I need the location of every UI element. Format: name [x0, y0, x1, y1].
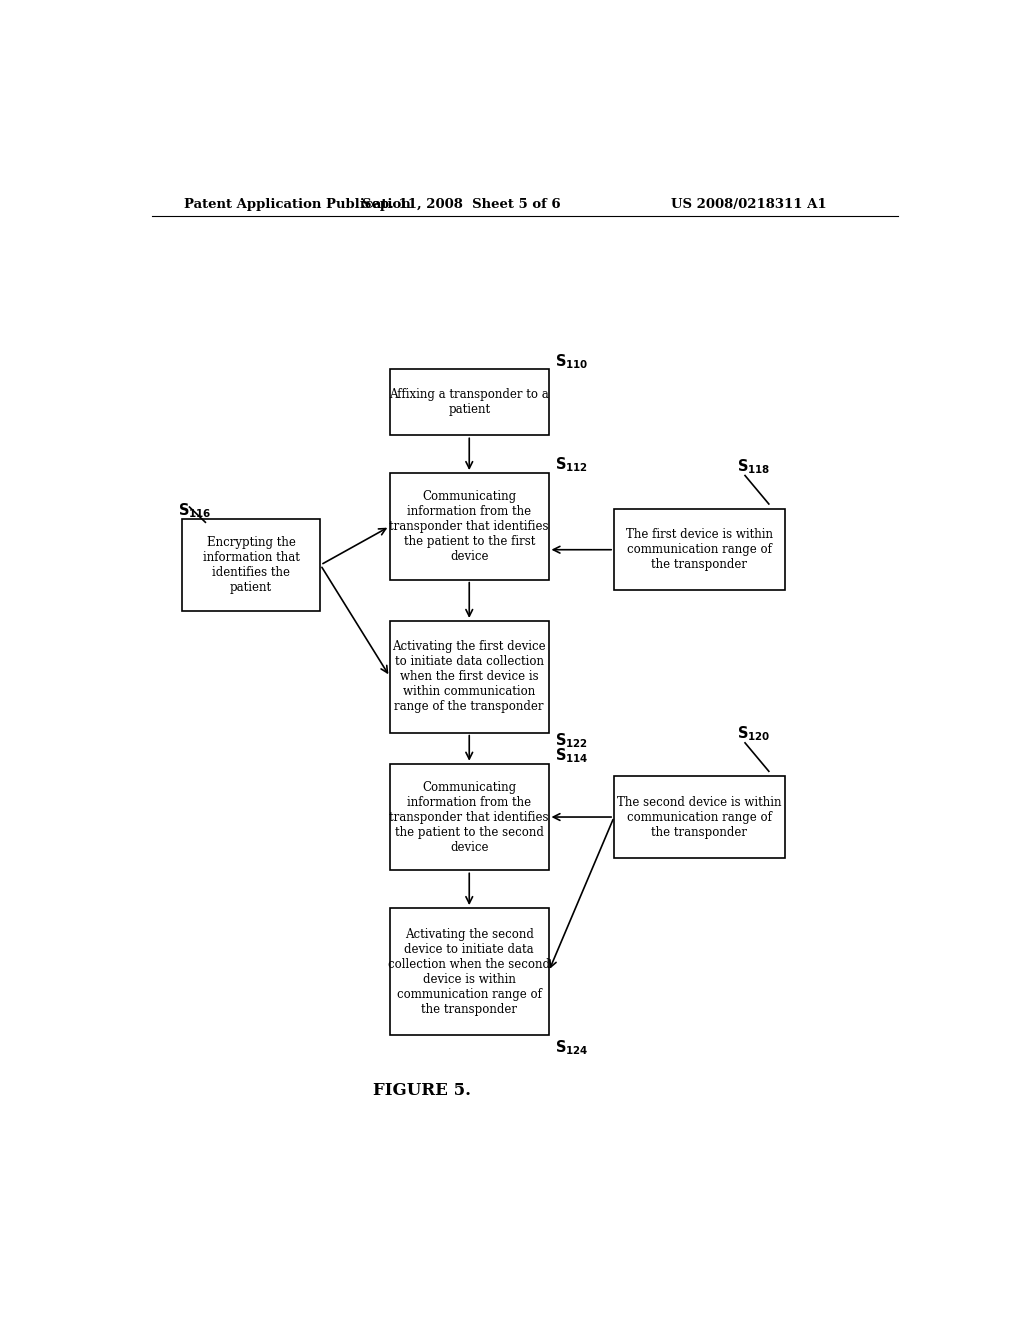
Text: $\mathbf{S_{112}}$: $\mathbf{S_{112}}$ — [555, 455, 588, 474]
Bar — [614, 776, 784, 858]
Text: $\mathbf{S_{110}}$: $\mathbf{S_{110}}$ — [555, 352, 589, 371]
Text: Communicating
information from the
transponder that identifies
the patient to th: Communicating information from the trans… — [389, 780, 549, 854]
Text: $\mathbf{S_{124}}$: $\mathbf{S_{124}}$ — [555, 1038, 589, 1056]
Text: Sep. 11, 2008  Sheet 5 of 6: Sep. 11, 2008 Sheet 5 of 6 — [362, 198, 560, 211]
Bar — [390, 620, 549, 733]
Text: Activating the second
device to initiate data
collection when the second
device : Activating the second device to initiate… — [388, 928, 550, 1015]
Text: The second device is within
communication range of
the transponder: The second device is within communicatio… — [617, 796, 781, 838]
Bar — [614, 510, 784, 590]
Text: Affixing a transponder to a
patient: Affixing a transponder to a patient — [389, 388, 549, 416]
Bar — [181, 519, 321, 611]
Text: US 2008/0218311 A1: US 2008/0218311 A1 — [671, 198, 826, 211]
Text: Encrypting the
information that
identifies the
patient: Encrypting the information that identifi… — [203, 536, 299, 594]
Text: $\mathbf{S_{118}}$: $\mathbf{S_{118}}$ — [737, 457, 770, 475]
Bar — [390, 370, 549, 436]
Text: The first device is within
communication range of
the transponder: The first device is within communication… — [626, 528, 773, 572]
Bar — [390, 473, 549, 579]
Text: $\mathbf{S_{122}}$: $\mathbf{S_{122}}$ — [555, 731, 588, 750]
Text: FIGURE 5.: FIGURE 5. — [373, 1082, 471, 1100]
Text: $\mathbf{S_{120}}$: $\mathbf{S_{120}}$ — [737, 725, 771, 743]
Text: $\mathbf{S_{114}}$: $\mathbf{S_{114}}$ — [555, 746, 589, 764]
Text: Communicating
information from the
transponder that identifies
the patient to th: Communicating information from the trans… — [389, 490, 549, 562]
Text: Activating the first device
to initiate data collection
when the first device is: Activating the first device to initiate … — [392, 640, 546, 713]
Bar — [390, 908, 549, 1035]
Bar — [390, 764, 549, 870]
Text: $\mathbf{S_{116}}$: $\mathbf{S_{116}}$ — [177, 502, 211, 520]
Text: Patent Application Publication: Patent Application Publication — [183, 198, 411, 211]
